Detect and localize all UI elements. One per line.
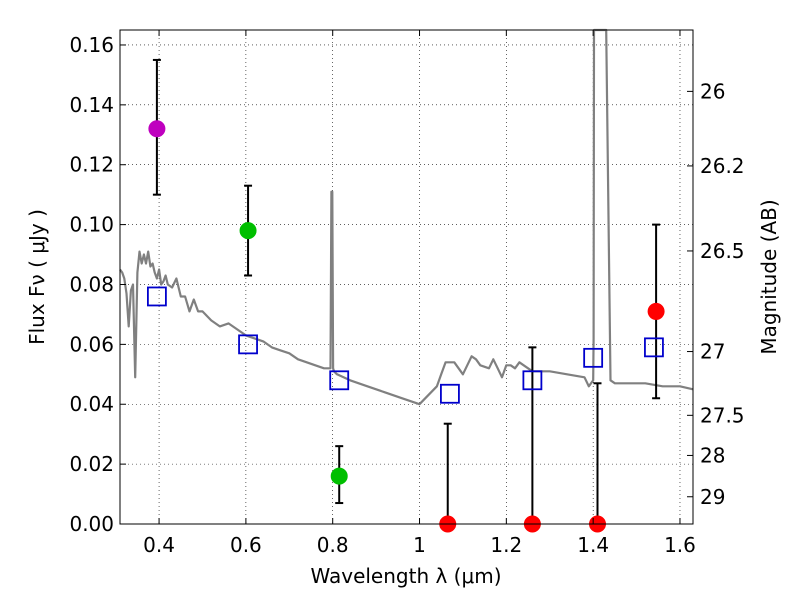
x-axis-label: Wavelength λ (μm) <box>310 564 501 588</box>
model-spectrum <box>119 28 694 406</box>
y-tick-label: 0.04 <box>69 392 114 416</box>
model-point <box>238 334 258 355</box>
y2-tick-label: 26.5 <box>700 239 745 263</box>
y2-tick-label: 26 <box>700 79 725 103</box>
x-tick-label: 1.6 <box>664 533 696 557</box>
model-point <box>644 337 664 358</box>
y2-tick-label: 28 <box>700 443 725 467</box>
x-tick-label: 1.2 <box>490 533 522 557</box>
observed-photometry <box>148 120 665 533</box>
y-tick-label: 0.12 <box>69 153 114 177</box>
x-tick-label: 1.4 <box>577 533 609 557</box>
model-photometry <box>146 286 664 404</box>
y-tick-label: 0.00 <box>69 512 114 536</box>
observed-point <box>148 120 166 138</box>
model-point <box>522 370 543 391</box>
model-point <box>440 383 460 404</box>
y-tick-label: 0.16 <box>69 33 114 57</box>
model-point <box>583 347 604 368</box>
x-tick-label: 0.6 <box>230 533 262 557</box>
y2-axis-ticks: 26 26.2 26.5 27 27.5 28 29 <box>687 79 745 509</box>
model-point <box>146 286 167 307</box>
y-tick-label: 0.08 <box>69 272 114 296</box>
y2-tick-label: 27 <box>700 340 725 364</box>
y2-tick-label: 26.2 <box>700 154 745 178</box>
spectrum-line <box>119 28 694 406</box>
y-axis-ticks: 0.00 0.02 0.04 0.06 0.08 0.10 0.12 0.14 0.16 <box>69 33 126 536</box>
y-tick-label: 0.06 <box>69 332 114 356</box>
y-tick-label: 0.10 <box>69 213 114 237</box>
x-tick-label: 1 <box>413 533 426 557</box>
observed-point <box>647 302 665 320</box>
plot-frame <box>119 29 694 525</box>
model-point <box>329 370 350 391</box>
x-tick-label: 0.4 <box>143 533 175 557</box>
y2-axis-label: Magnitude (AB) <box>757 199 781 354</box>
y-axis-label: Flux Fν ( μJy ) <box>25 209 49 345</box>
y2-tick-label: 29 <box>700 485 725 509</box>
y2-tick-label: 27.5 <box>700 403 745 427</box>
y-tick-label: 0.02 <box>69 452 114 476</box>
y-tick-label: 0.14 <box>69 93 114 117</box>
observed-point <box>239 222 257 240</box>
x-axis-ticks: 0.4 0.6 0.8 1 1.2 1.4 1.6 <box>143 30 696 557</box>
x-tick-label: 0.8 <box>317 533 349 557</box>
observed-point <box>330 467 348 485</box>
error-bars <box>152 58 661 524</box>
